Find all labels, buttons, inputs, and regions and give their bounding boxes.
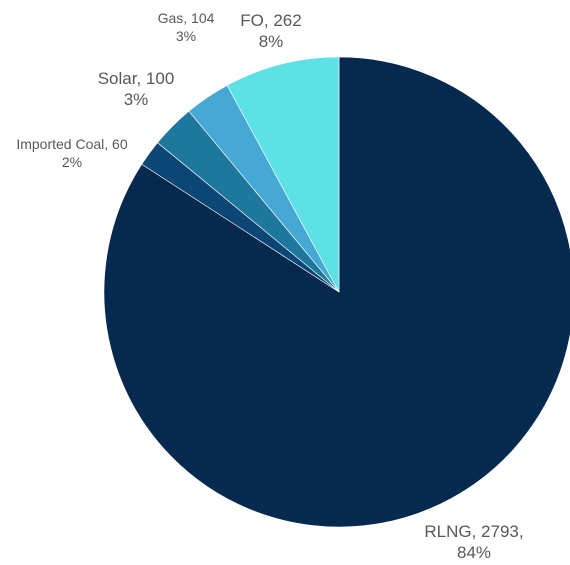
slice-label-imported-coal: Imported Coal, 60 2% [16, 136, 127, 170]
slice-label-solar: Solar, 100 3% [98, 69, 175, 109]
slice-label-line: 3% [124, 90, 149, 109]
slice-label-line: FO, 262 [240, 11, 301, 30]
pie-slice-rlng [103, 56, 570, 528]
slice-label-line: Gas, 104 [158, 10, 215, 26]
slice-label-gas: Gas, 104 3% [158, 10, 215, 44]
slice-label-line: 8% [259, 32, 284, 51]
slice-label-line: Imported Coal, 60 [16, 136, 127, 152]
slice-label-fo: FO, 262 8% [240, 11, 301, 51]
pie-slice-fo [226, 56, 340, 293]
pie-labels: RLNG, 2793, 84% Imported Coal, 60 2% Solar, … [16, 10, 523, 562]
slice-label-line: 2% [62, 154, 82, 170]
slice-label-rlng: RLNG, 2793, 84% [424, 522, 523, 562]
pie-slices [103, 56, 570, 528]
slice-label-line: 84% [457, 543, 491, 562]
slice-label-line: 3% [176, 28, 196, 44]
slice-label-line: RLNG, 2793, [424, 522, 523, 541]
slice-label-line: Solar, 100 [98, 69, 175, 88]
